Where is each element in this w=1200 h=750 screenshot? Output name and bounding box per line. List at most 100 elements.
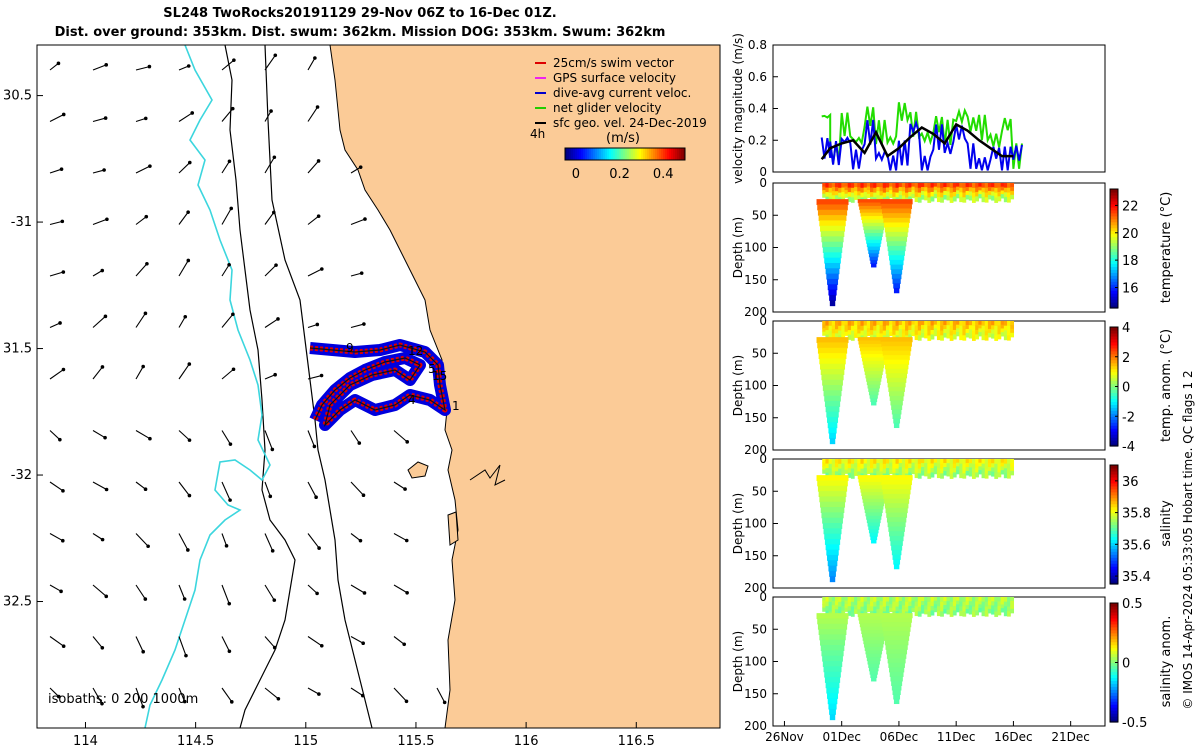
section-cell [924,183,928,188]
section-colorbar-cell [1110,465,1118,469]
section-colorbar-cell [1110,617,1118,622]
section-dive-cell [824,262,841,269]
section-cell [892,330,897,336]
section-cell [959,597,964,603]
section-cell [975,463,979,469]
velocity-arrow [49,220,63,226]
velocity-arrow-head [272,645,277,650]
section-dive-cell [884,503,909,509]
section-cell [991,191,995,197]
section-cell [847,606,852,612]
section-colorbar-cell [1110,683,1118,687]
section-cell [873,468,877,474]
section-cell [984,325,989,332]
section-cell [962,473,967,479]
section-cell [927,468,932,475]
section-cell [831,605,836,610]
section-cell [908,183,913,189]
section-dive-cell [859,623,888,628]
velocity-arrow [178,316,186,328]
velocity-arrow-head [61,489,65,493]
section-dive-cell [827,692,839,699]
section-dive-cell [820,225,846,232]
section-cell [952,321,957,327]
section-cell [1000,321,1005,326]
section-dive-cell [864,646,883,651]
section-cell [991,471,995,477]
section-dive-cell [880,613,913,619]
section-colorbar-cell [1110,611,1118,616]
section-cell [936,601,941,607]
section-cell [959,325,964,331]
section-cell [876,325,881,330]
section-cell [908,459,913,465]
section-cell [898,609,903,614]
section-cell [841,606,846,612]
figure-title-line-1: SL248 TwoRocks20191129 29-Nov 06Z to 16-… [163,6,557,21]
section-cell [901,609,906,615]
section-colorbar-cell [1110,236,1118,241]
section-cell [879,187,884,192]
section-cell [946,597,951,602]
section-cell [1000,328,1005,333]
section-cell [850,335,855,341]
legend-label: 25cm/s swim vector [553,56,674,70]
section-cell [898,191,903,196]
section-cell [857,325,862,330]
section-cell [901,187,906,192]
section-cell [975,321,979,327]
section-cell [921,325,925,330]
section-ytick-label: 200 [744,443,767,457]
section-cell [968,471,973,477]
section-cell [911,597,916,602]
section-colorbar-cell [1110,608,1118,613]
section-cell [994,325,999,332]
section-cell [876,191,881,196]
section-cell [822,331,827,336]
section-cell [885,606,890,612]
map-colorbar-cell [625,148,628,160]
section-dive-cell [889,667,905,673]
date-xtick-label: 11Dec [937,730,976,744]
section-dive-cell [889,671,904,677]
section-cell [968,333,973,339]
section-cell [984,321,989,327]
section-colorbar-cell [1110,605,1118,610]
section-dive-cell [824,676,841,683]
section-colorbar-cell [1110,518,1118,523]
section-cell [940,459,944,465]
map-colorbar-cell [591,148,594,160]
velocity-arrow [307,57,316,71]
section-cell [981,463,986,469]
map-colorbar-cell [647,148,650,160]
section-cell [834,601,839,606]
section-cell [924,605,928,611]
section-cell [940,463,944,470]
section-cell [822,183,827,188]
section-dive-cell [861,633,886,638]
velocity-arrow [350,272,362,277]
section-dive-cell [820,231,845,237]
velocity-arrow-head [269,109,273,113]
section-cell [984,601,989,608]
section-cell [962,601,967,608]
section-cell [968,195,973,201]
section-dive-cell [828,427,837,434]
velocity-arrow [264,533,274,552]
section-cell [949,601,954,608]
section-dive-cell [891,273,902,280]
section-cell [946,333,951,339]
section-dive-cell [893,563,900,570]
section-dive-cell [829,294,836,301]
section-cell [1007,597,1011,603]
section-cell [882,183,887,189]
section-cell [825,606,830,612]
section-cell [917,183,922,189]
section-cell [924,325,928,330]
section-colorbar-cell [1110,650,1118,655]
section-colorbar-tick-label: 36 [1122,475,1139,490]
section-dive-cell [870,536,878,541]
section-cell [879,333,884,339]
velocity-arrow [307,375,322,380]
section-cell [959,468,964,474]
